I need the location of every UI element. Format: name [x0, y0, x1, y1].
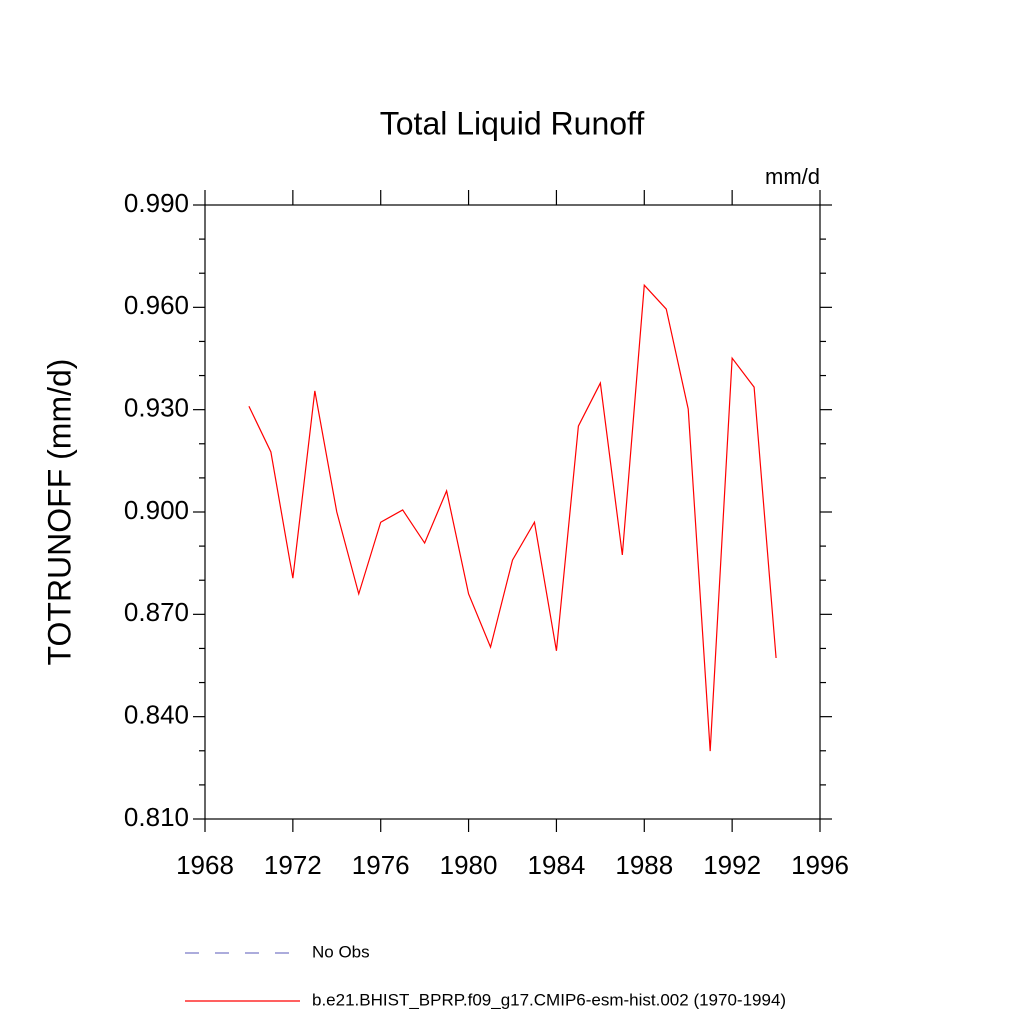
x-tick-label: 1972 — [264, 850, 322, 880]
y-tick-label: 0.870 — [124, 597, 189, 627]
y-tick-label: 0.900 — [124, 495, 189, 525]
x-tick-label: 1996 — [791, 850, 849, 880]
x-tick-label: 1988 — [615, 850, 673, 880]
chart-title: Total Liquid Runoff — [380, 105, 645, 141]
units-label: mm/d — [765, 164, 820, 189]
x-tick-label: 1976 — [352, 850, 410, 880]
y-tick-label: 0.840 — [124, 700, 189, 730]
y-tick-label: 0.990 — [124, 188, 189, 218]
legend-label: b.e21.BHIST_BPRP.f09_g17.CMIP6-esm-hist.… — [312, 990, 786, 1009]
y-tick-label: 0.930 — [124, 393, 189, 423]
y-tick-label: 0.810 — [124, 802, 189, 832]
x-tick-label: 1992 — [703, 850, 761, 880]
data-line — [248, 283, 777, 752]
legend-label: No Obs — [312, 942, 370, 961]
y-axis-label: TOTRUNOFF (mm/d) — [41, 359, 77, 666]
y-tick-label: 0.960 — [124, 290, 189, 320]
x-tick-label: 1984 — [528, 850, 586, 880]
x-tick-label: 1980 — [440, 850, 498, 880]
x-tick-label: 1968 — [176, 850, 234, 880]
